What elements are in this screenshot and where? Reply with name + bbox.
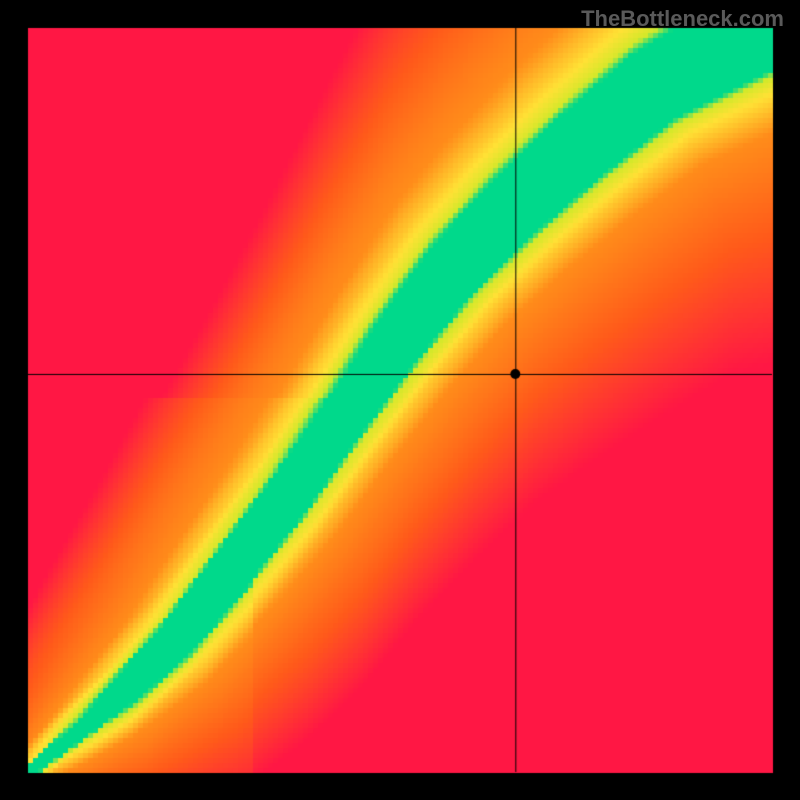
bottleneck-heatmap xyxy=(0,0,800,800)
chart-container: TheBottleneck.com xyxy=(0,0,800,800)
attribution-text: TheBottleneck.com xyxy=(581,6,784,32)
